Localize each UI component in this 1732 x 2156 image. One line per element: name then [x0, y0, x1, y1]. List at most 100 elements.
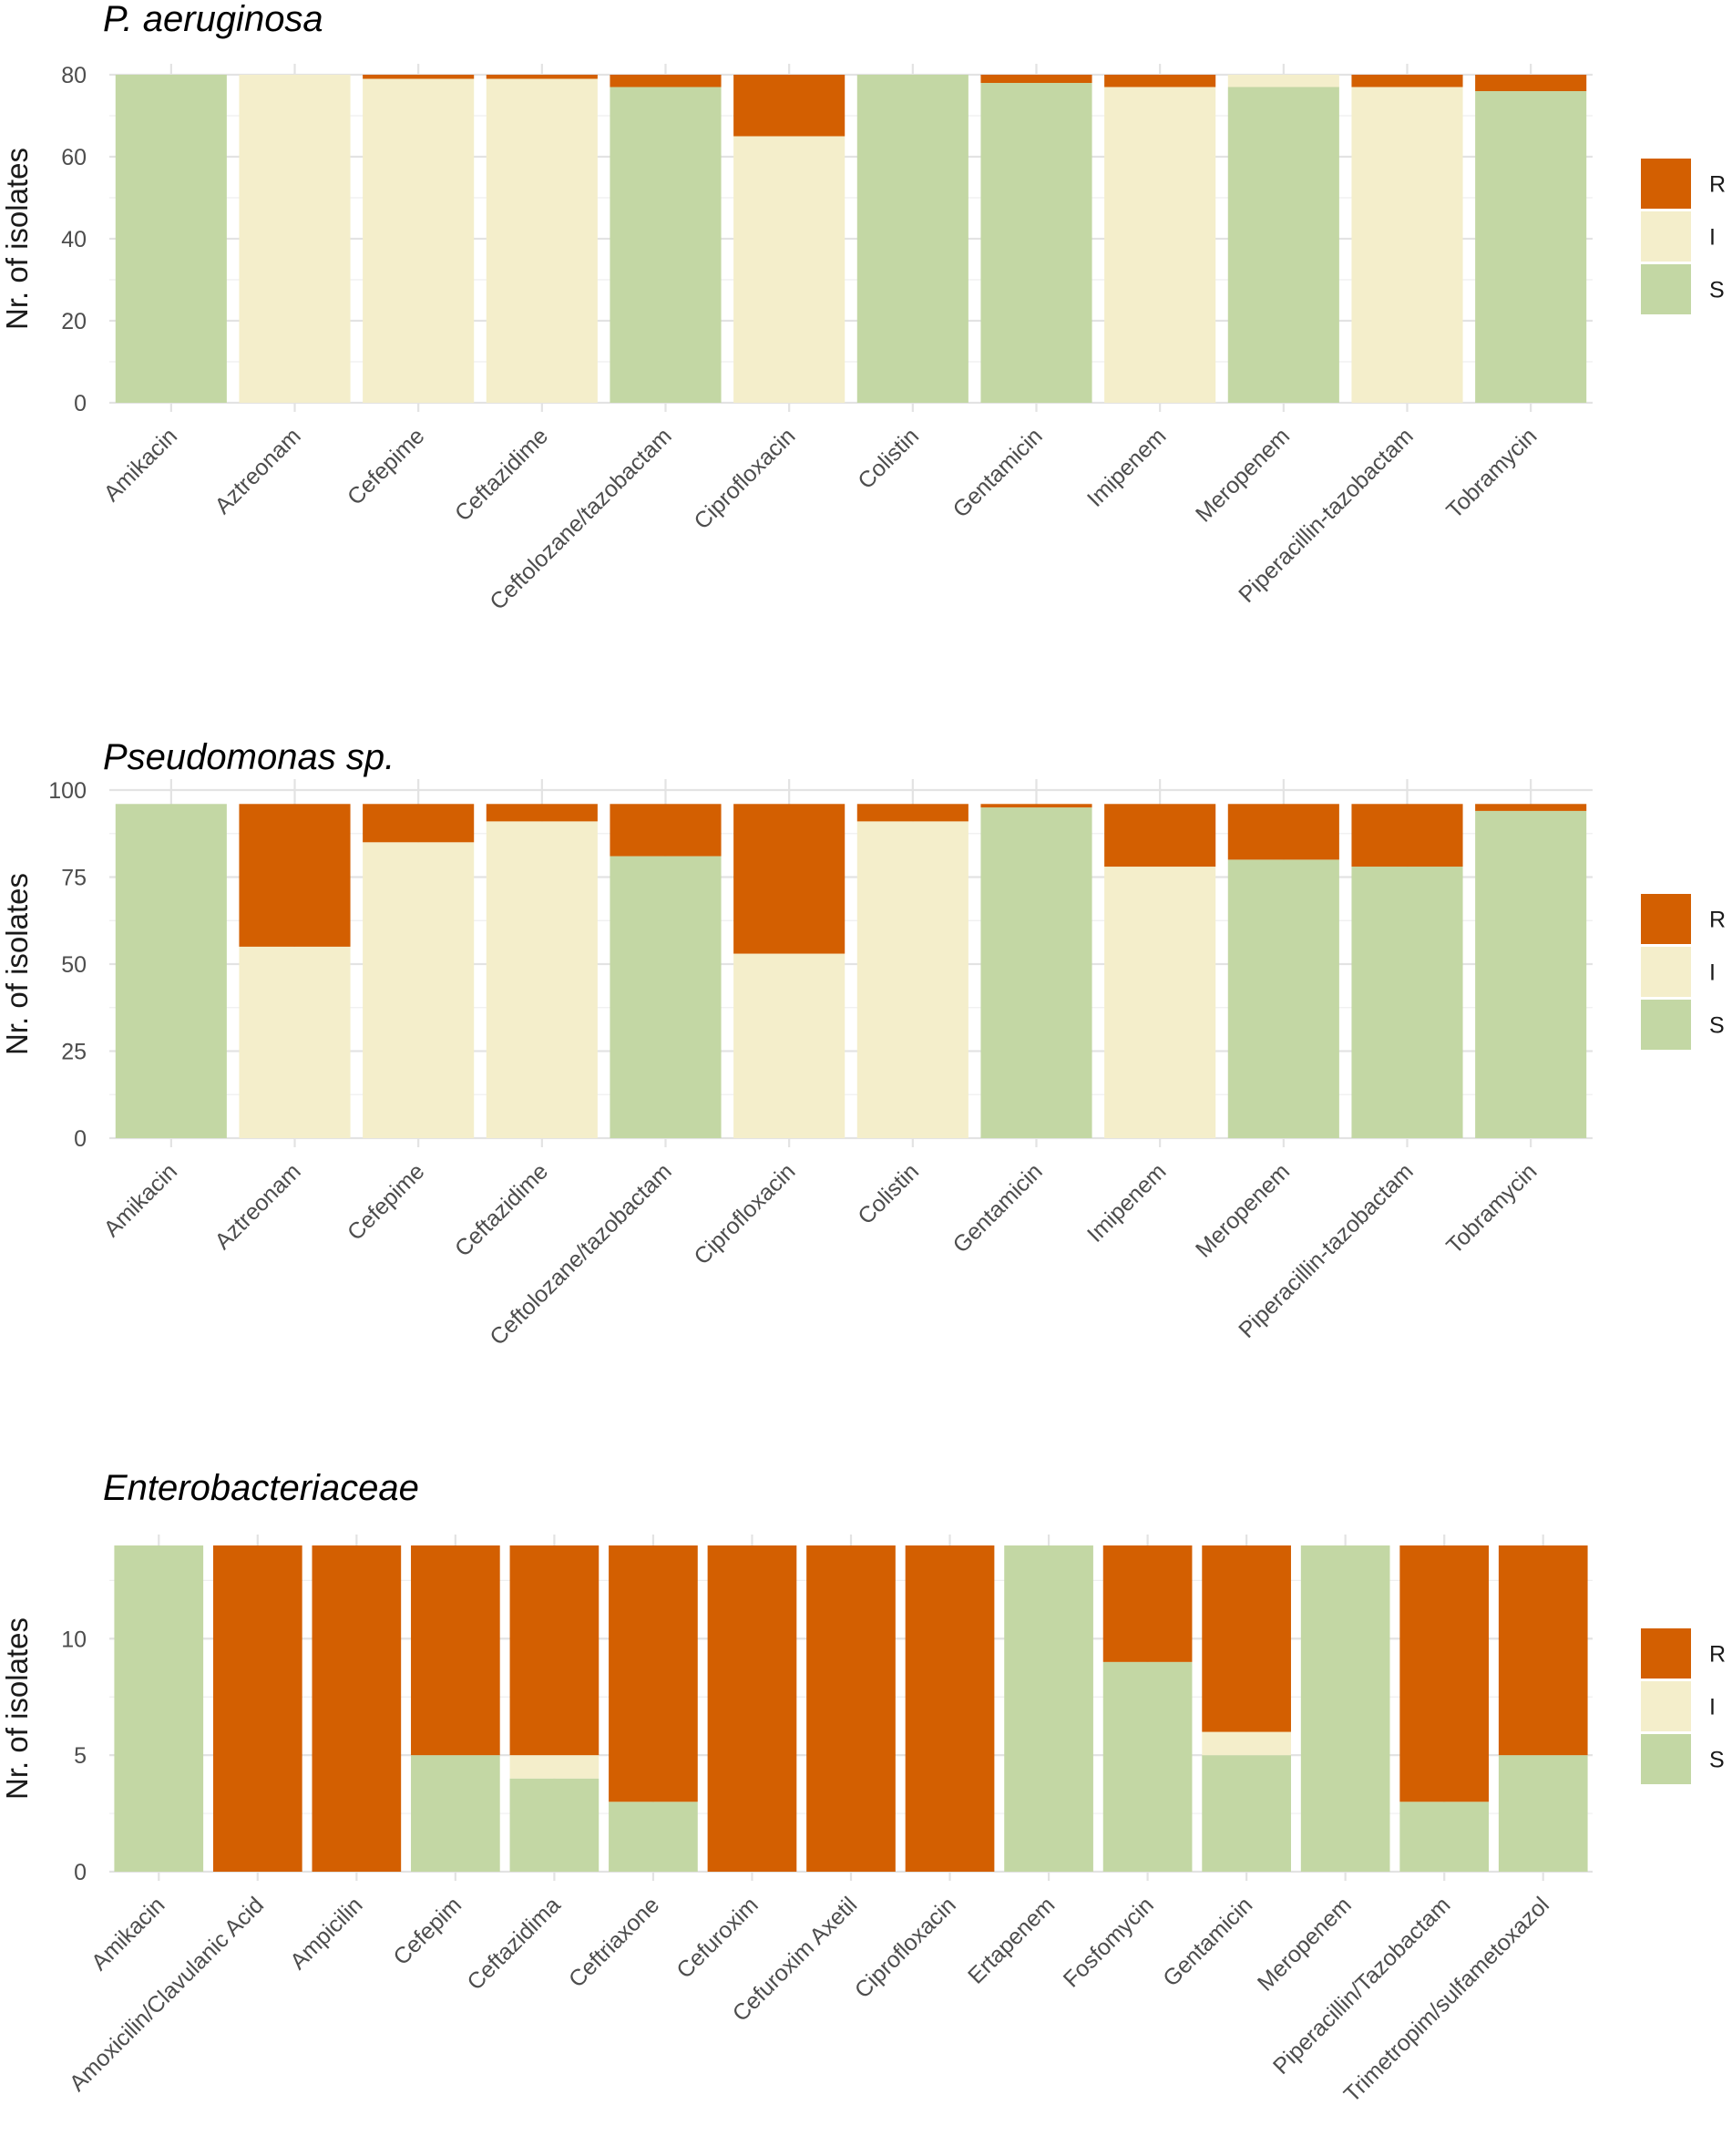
y-axis-label: Nr. of isolates	[0, 873, 34, 1055]
bar-i-meropenem	[1227, 75, 1339, 87]
bar-r-fosfomycin	[1102, 1545, 1193, 1662]
x-tick-label: Ertapenem	[963, 1892, 1060, 1988]
x-tick-label: Ceftriaxone	[564, 1892, 664, 1992]
bar-s-trimetropim-sulfametoxazol	[1498, 1755, 1588, 1872]
bar-s-meropenem	[1300, 1545, 1390, 1872]
x-tick-label: Trimetropim/sulfametoxazol	[1339, 1892, 1554, 2107]
bar-r-imipenem	[1104, 75, 1216, 87]
bars	[115, 75, 1587, 403]
x-tick-label: Cefuroxim	[671, 1892, 763, 1983]
chart-panel-2: Pseudomonas sp. Nr. of isolates 0 25 50 75 100…	[0, 737, 1726, 1350]
legend-key-s	[1641, 264, 1691, 314]
x-tick-label: Piperacillin/Tazobactam	[1268, 1892, 1456, 2079]
legend-key-r	[1641, 894, 1691, 944]
bar-s-amikacin	[115, 75, 227, 403]
y-tick-label: 80	[61, 63, 87, 88]
bar-r-piperacillin-tazobactam	[1351, 75, 1463, 87]
bar-r-cefepime	[363, 75, 475, 79]
x-tick-label: Gentamicin	[1158, 1892, 1257, 1991]
bar-r-gentamicin	[1202, 1545, 1291, 1732]
legend: R I S	[1641, 159, 1726, 314]
y-tick-label: 40	[61, 227, 87, 252]
bar-r-aztreonam	[239, 804, 351, 947]
legend-key-i	[1641, 211, 1691, 262]
bar-i-ciprofloxacin	[733, 136, 846, 403]
x-tick-label: Colistin	[853, 1158, 924, 1229]
bar-r-cefuroxim	[707, 1545, 797, 1872]
chart-title: Pseudomonas sp.	[103, 737, 395, 777]
y-tick-label: 20	[61, 309, 87, 334]
bar-s-meropenem	[1227, 859, 1339, 1138]
y-tick-label: 50	[61, 952, 87, 978]
x-tick-label: Aztreonam	[210, 1158, 305, 1254]
bar-s-ceftazidima	[509, 1778, 600, 1872]
bar-s-ceftolozane-tazobactam	[610, 87, 722, 403]
y-tick-label: 5	[74, 1743, 87, 1769]
bar-r-tobramycin	[1475, 804, 1587, 811]
bar-r-colistin	[856, 804, 968, 822]
x-tick-label: Tobramycin	[1441, 423, 1542, 523]
legend-key-i	[1641, 947, 1691, 997]
y-tick-label: 25	[61, 1040, 87, 1065]
bar-r-amoxicilin-clavulanic-acid	[212, 1545, 302, 1872]
bar-r-piperacillin-tazobactam	[1351, 804, 1463, 868]
bars	[115, 804, 1587, 1138]
x-tick-label: Ceftazidime	[450, 423, 553, 526]
legend-label-r: R	[1709, 1642, 1726, 1668]
x-tick-label: Meropenem	[1191, 1158, 1295, 1262]
x-tick-label: Ciprofloxacin	[689, 423, 800, 534]
chart-title: P. aeruginosa	[103, 0, 323, 39]
legend-label-s: S	[1709, 1748, 1725, 1773]
bar-i-imipenem	[1104, 867, 1216, 1138]
legend-key-s	[1641, 1734, 1691, 1784]
bar-r-ceftazidime	[486, 75, 598, 79]
bar-i-piperacillin-tazobactam	[1351, 87, 1463, 403]
x-tick-label: Imipenem	[1082, 423, 1171, 511]
x-tick-label: Ceftazidima	[463, 1892, 566, 1995]
bar-i-cefepime	[363, 78, 475, 403]
legend-label-s: S	[1709, 278, 1725, 303]
bar-s-cefepim	[411, 1755, 500, 1872]
legend-key-i	[1641, 1681, 1691, 1731]
y-tick-label: 0	[74, 1860, 87, 1885]
bar-r-ceftolozane-tazobactam	[610, 804, 722, 857]
y-tick-label: 100	[48, 778, 87, 804]
bar-i-gentamicin	[1202, 1731, 1291, 1756]
x-tick-label: Ceftazidime	[450, 1158, 553, 1261]
bar-r-gentamicin	[980, 804, 1092, 808]
legend-label-i: I	[1709, 225, 1716, 251]
legend-label-r: R	[1709, 908, 1726, 933]
bar-s-gentamicin	[980, 807, 1092, 1138]
x-tick-label: Amoxicilin/Clavulanic Acid	[65, 1892, 269, 2096]
y-tick-label: 10	[61, 1627, 87, 1652]
y-tick-label: 0	[74, 1126, 87, 1152]
x-tick-label: Meropenem	[1191, 423, 1295, 527]
y-tick-label: 75	[61, 866, 87, 891]
bar-i-aztreonam	[239, 75, 351, 403]
legend-key-r	[1641, 159, 1691, 209]
bar-r-gentamicin	[980, 75, 1092, 83]
bar-i-imipenem	[1104, 87, 1216, 403]
legend-key-r	[1641, 1628, 1691, 1679]
bar-s-meropenem	[1227, 87, 1339, 403]
x-tick-label: Imipenem	[1082, 1158, 1171, 1247]
bar-i-cefepime	[363, 842, 475, 1138]
legend-label-s: S	[1709, 1013, 1725, 1039]
y-axis-label: Nr. of isolates	[0, 148, 34, 330]
bar-r-tobramycin	[1475, 75, 1587, 91]
x-tick-label: Gentamicin	[948, 423, 1048, 522]
bar-r-cefuroxim-axetil	[806, 1545, 896, 1872]
bars	[114, 1545, 1588, 1872]
y-tick-label: 0	[74, 391, 87, 416]
bar-r-ciprofloxacin	[733, 75, 846, 137]
bar-r-trimetropim-sulfametoxazol	[1498, 1545, 1588, 1756]
x-tick-label: Colistin	[853, 423, 924, 494]
legend-key-s	[1641, 1000, 1691, 1050]
x-tick-label: Gentamicin	[948, 1158, 1048, 1258]
bar-s-tobramycin	[1475, 91, 1587, 403]
bar-s-piperacillin-tazobactam	[1351, 867, 1463, 1138]
bar-r-cefepime	[363, 804, 475, 843]
chart-title: Enterobacteriaceae	[103, 1468, 419, 1508]
bar-s-ceftriaxone	[609, 1802, 698, 1872]
x-tick-label: Amikacin	[99, 1158, 183, 1242]
